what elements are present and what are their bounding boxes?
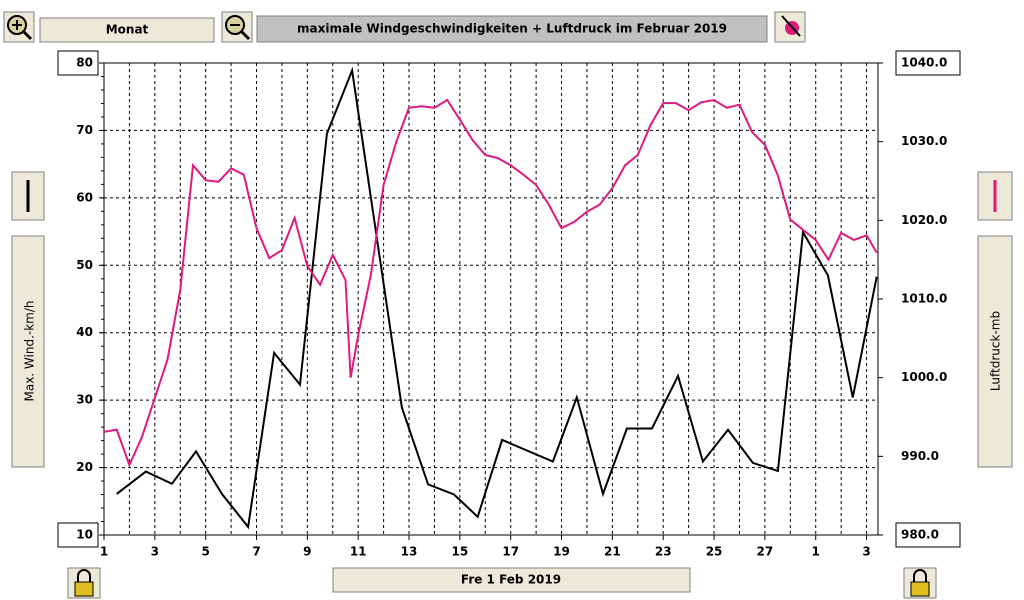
y2-tick-label: 980.0 — [901, 528, 939, 542]
pressure-axis-button[interactable] — [977, 235, 1013, 468]
y2-tick-label: 1030.0 — [901, 134, 947, 148]
lock-left-button[interactable] — [67, 567, 101, 599]
wind-axis-button[interactable] — [11, 235, 45, 468]
x-tick-label: 17 — [502, 545, 519, 559]
y2-tick-label: 1000.0 — [901, 370, 947, 384]
y-tick-label: 40 — [76, 325, 93, 339]
y-tick-label: 80 — [76, 56, 93, 70]
lock-right-button[interactable] — [903, 567, 937, 599]
y2-tick-label: 1020.0 — [901, 213, 947, 227]
date-button-label: Fre 1 Feb 2019 — [461, 573, 561, 587]
x-tick-label: 3 — [151, 545, 159, 559]
x-tick-label: 1 — [100, 545, 108, 559]
x-tick-label: 27 — [757, 545, 774, 559]
date-button[interactable] — [332, 567, 691, 593]
x-tick-label: 19 — [553, 545, 570, 559]
x-tick-label: 9 — [303, 545, 311, 559]
series-line — [116, 66, 878, 530]
print-button[interactable] — [774, 11, 806, 43]
y-tick-label: 70 — [76, 123, 93, 137]
y-tick-label: 60 — [76, 190, 93, 204]
x-tick-label: 21 — [604, 545, 621, 559]
y2-tick-label: 990.0 — [901, 449, 939, 463]
series-line — [103, 98, 878, 468]
x-tick-label: 15 — [452, 545, 469, 559]
x-tick-label: 5 — [201, 545, 209, 559]
x-tick-label: 13 — [401, 545, 418, 559]
y2-tick-label: 1010.0 — [901, 292, 947, 306]
tick-label-box — [57, 522, 99, 548]
x-tick-label: 25 — [706, 545, 723, 559]
y-tick-label: 30 — [76, 393, 93, 407]
x-tick-label: 7 — [252, 545, 260, 559]
period-button[interactable] — [39, 17, 215, 43]
tick-label-box — [895, 50, 961, 76]
zoom-in-button[interactable] — [3, 11, 35, 43]
x-tick-label: 11 — [350, 545, 367, 559]
tick-label-box — [57, 50, 99, 76]
x-tick-label: 3 — [862, 545, 870, 559]
title-bar — [256, 15, 768, 43]
y-tick-label: 10 — [76, 528, 93, 542]
x-tick-label: 23 — [655, 545, 672, 559]
tick-label-box — [895, 522, 961, 548]
x-tick-label: 1 — [812, 545, 820, 559]
y2-tick-label: 1040.0 — [901, 56, 947, 70]
y-tick-label: 50 — [76, 258, 93, 272]
y-axis-label: Max. Wind.-km/h — [23, 300, 37, 401]
y2-axis-label: Luftdruck-mb — [989, 311, 1003, 391]
chart-title: maximale Windgeschwindigkeiten + Luftdru… — [297, 22, 727, 36]
period-button-label: Monat — [106, 23, 149, 37]
plot-frame — [103, 62, 879, 536]
zoom-out-button[interactable] — [221, 11, 253, 43]
y-tick-label: 20 — [76, 460, 93, 474]
